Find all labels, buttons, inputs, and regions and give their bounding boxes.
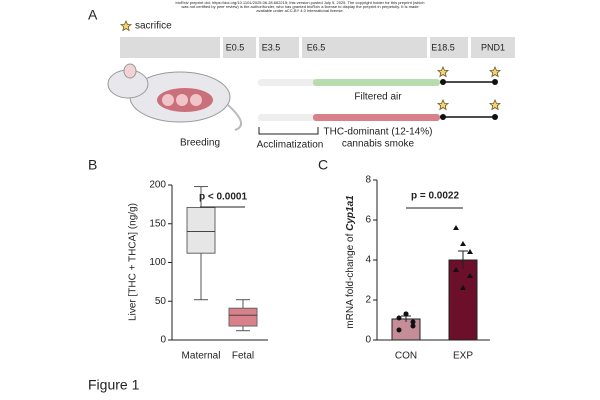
x-tick-label: Fetal xyxy=(232,351,254,362)
stage-label: Breeding xyxy=(180,138,220,149)
y-tick-label: 6 xyxy=(365,215,371,226)
y-tick-label: 50 xyxy=(155,296,167,307)
caption: Figure 1 xyxy=(88,377,140,393)
y-tick-label: 2 xyxy=(365,295,371,306)
box xyxy=(228,307,258,327)
y-tick-label: 0 xyxy=(160,335,166,346)
y-tick-label: 4 xyxy=(365,255,371,266)
timeline-label: PND1 xyxy=(481,42,505,52)
notice: available under aCC-BY 4.0 International… xyxy=(256,8,343,13)
star-icon xyxy=(120,20,132,31)
stage-label: Acclimatization xyxy=(257,140,324,151)
group-label: THC-dominant (12-14%) xyxy=(324,127,433,138)
point xyxy=(467,273,473,278)
group-label: Filtered air xyxy=(354,92,402,103)
point xyxy=(460,241,466,246)
panel-label: C xyxy=(318,157,328,173)
box xyxy=(186,206,216,254)
annotation: p = 0.0022 xyxy=(411,191,460,202)
point xyxy=(460,285,466,290)
notice: was not certified by peer review) is the… xyxy=(181,4,419,9)
bar xyxy=(391,318,421,341)
x-tick-label: EXP xyxy=(453,351,473,362)
y-tick-label: 0 xyxy=(365,335,371,346)
point xyxy=(396,327,402,333)
point xyxy=(453,267,459,272)
y-axis-label-gene: Cyp1a1 xyxy=(345,195,356,231)
point xyxy=(396,315,402,321)
mouse xyxy=(107,63,243,131)
panel-label: A xyxy=(88,7,98,23)
bar-chart: 0 2 4 6 8 mRNA fold-change of Cyp1a1 CON EXP p =… xyxy=(345,175,490,362)
point xyxy=(453,225,459,230)
panel-label: B xyxy=(88,157,97,173)
y-axis-label: Liver [THC + THCA] (ng/g) xyxy=(128,203,139,321)
timeline-label: E18.5 xyxy=(431,42,455,52)
box-chart: 0 50 100 150 200 Liver [THC + THCA] (ng/g) Mat… xyxy=(128,180,268,362)
point xyxy=(410,319,416,325)
y-tick-label: 100 xyxy=(149,257,166,268)
point xyxy=(410,323,416,329)
point xyxy=(467,249,473,254)
bar xyxy=(448,259,478,341)
y-tick-label: 150 xyxy=(149,218,166,229)
timeline-label: E0.5 xyxy=(226,42,245,52)
notice: bioRxiv preprint doi: https://doi.org/10… xyxy=(176,0,425,5)
point xyxy=(403,311,409,317)
legend: sacrifice xyxy=(135,21,172,32)
x-tick-label: CON xyxy=(395,351,417,362)
group-label: cannabis smoke xyxy=(342,139,415,150)
y-axis-label: mRNA fold-change of Cyp1a1 xyxy=(345,195,356,329)
timeline xyxy=(120,37,515,58)
x-tick-label: Maternal xyxy=(182,351,221,362)
timeline-label: E3.5 xyxy=(262,42,281,52)
y-tick-label: 200 xyxy=(149,180,166,191)
y-axis-label-text: mRNA fold-change of xyxy=(345,231,356,329)
annotation: p < 0.0001 xyxy=(199,192,248,203)
y-tick-label: 8 xyxy=(365,175,371,186)
timeline-label: E6.5 xyxy=(307,42,326,52)
